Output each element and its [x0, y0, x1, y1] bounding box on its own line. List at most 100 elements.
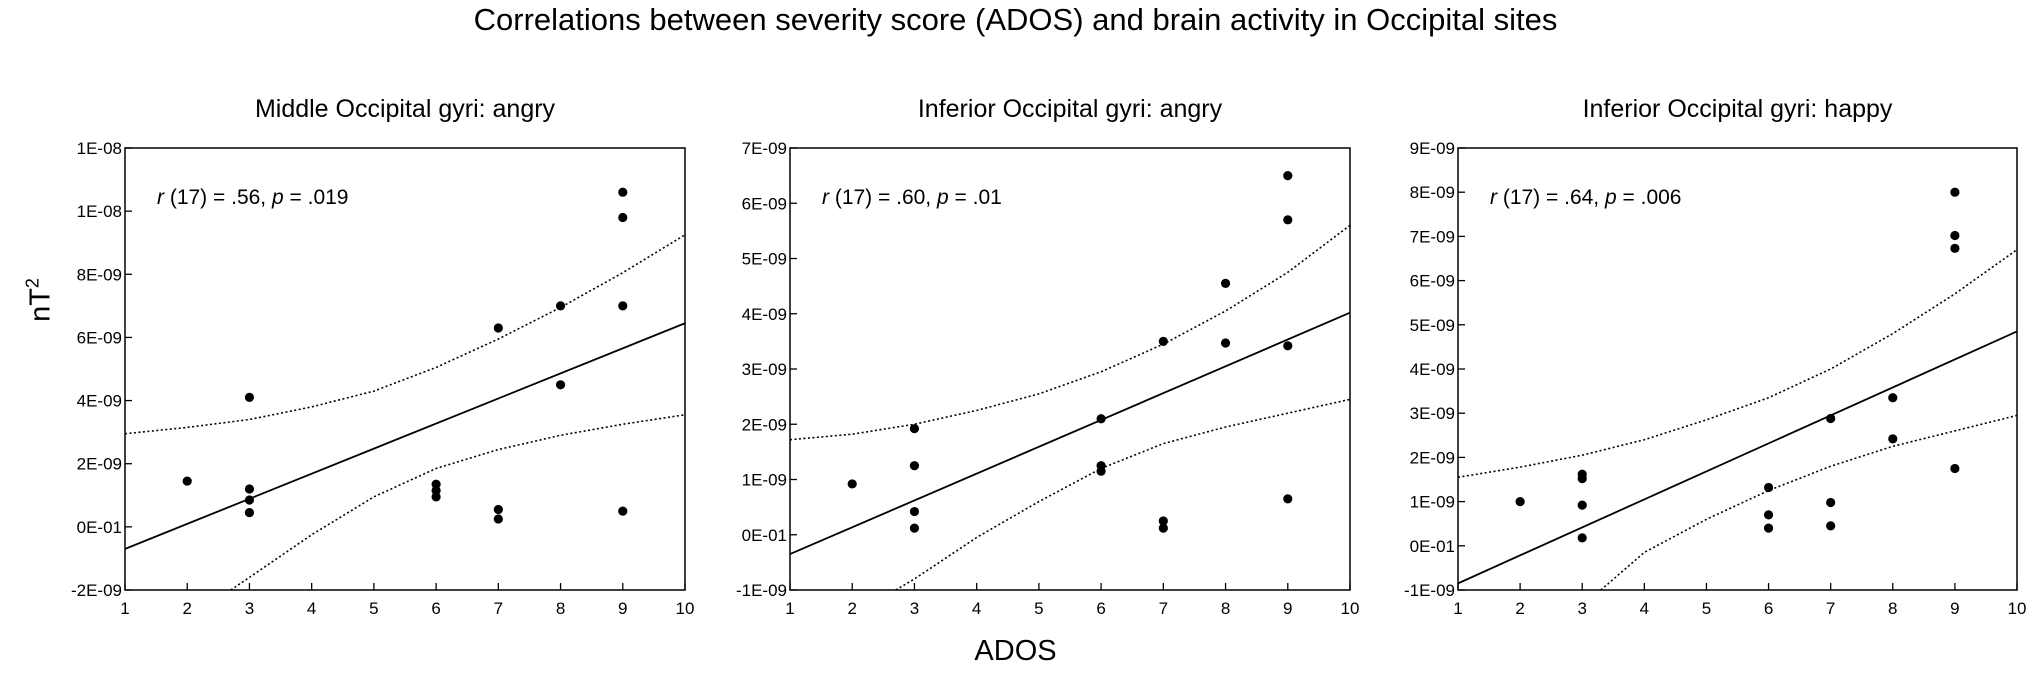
data-point — [1283, 171, 1293, 181]
x-tick-label: 6 — [1764, 599, 1773, 618]
y-tick-label: 4E-09 — [1410, 360, 1455, 379]
annotation-value: (17) = .64, — [1497, 186, 1605, 209]
x-tick-label: 5 — [369, 599, 378, 618]
x-tick-label: 1 — [785, 599, 794, 618]
data-point — [1826, 497, 1836, 508]
data-point — [1158, 523, 1168, 533]
y-tick-label: 2E-09 — [77, 455, 122, 474]
data-point — [1096, 466, 1106, 476]
y-tick-label: 4E-09 — [77, 392, 122, 411]
data-point — [1283, 341, 1293, 351]
y-tick-label: 9E-09 — [1410, 139, 1455, 158]
y-tick-label: 1E-08 — [77, 202, 122, 221]
y-tick-label: -1E-09 — [1404, 581, 1455, 600]
regression-line — [125, 322, 685, 550]
data-point — [431, 479, 441, 489]
annotation-value: = .019 — [284, 186, 349, 209]
data-point — [244, 508, 255, 518]
x-tick-label: 7 — [494, 599, 503, 618]
data-point — [1950, 463, 1960, 474]
y-tick-label: 0E-01 — [742, 526, 787, 545]
data-point — [1577, 500, 1587, 510]
y-tick-label: 8E-09 — [77, 265, 122, 284]
data-point — [618, 506, 628, 516]
data-point — [1763, 510, 1774, 520]
y-tick-label: 4E-09 — [742, 305, 787, 324]
data-point — [1158, 336, 1168, 346]
annotation-symbol: p — [271, 186, 284, 209]
regression-line — [1458, 330, 2017, 585]
y-tick-label: 3E-09 — [742, 360, 787, 379]
x-tick-label: 5 — [1702, 599, 1711, 618]
y-tick-label: 6E-09 — [742, 194, 787, 213]
y-tick-label: 5E-09 — [742, 250, 787, 269]
data-point — [555, 301, 566, 311]
data-point — [493, 514, 503, 524]
y-tick-label: 2E-09 — [1410, 448, 1455, 467]
data-point — [1096, 414, 1106, 424]
data-point — [1283, 494, 1293, 504]
x-axis-label: ADOS — [974, 635, 1057, 667]
data-point — [1220, 278, 1231, 288]
subplot-title: Inferior Occipital gyri: happy — [1583, 95, 1893, 123]
annotation-symbol: r — [1490, 186, 1498, 209]
correlation-annotation: r (17) = .64, p = .006 — [1490, 186, 1681, 209]
data-point — [1515, 497, 1525, 507]
y-tick-label: 1E-09 — [1410, 493, 1455, 512]
x-tick-label: 9 — [618, 599, 627, 618]
annotation-value: = .006 — [1617, 186, 1682, 209]
data-point — [1283, 215, 1293, 225]
y-tick-label: 5E-09 — [1410, 316, 1455, 335]
confidence-band-lower — [895, 398, 1350, 590]
y-tick-label: 7E-09 — [1410, 227, 1455, 246]
x-tick-label: 4 — [1640, 599, 1649, 618]
y-tick-label: 6E-09 — [1410, 272, 1455, 291]
data-point — [1158, 516, 1168, 526]
y-tick-label: 8E-09 — [1410, 183, 1455, 202]
data-point — [618, 212, 628, 223]
data-point — [1577, 474, 1587, 484]
x-tick-label: 6 — [1096, 599, 1105, 618]
x-tick-label: 1 — [1453, 599, 1462, 618]
data-point — [909, 461, 920, 471]
y-tick-label: 0E-01 — [77, 518, 122, 537]
confidence-band-upper — [1458, 249, 2017, 479]
data-point — [847, 479, 857, 489]
x-tick-label: 5 — [1034, 599, 1043, 618]
x-tick-label: 7 — [1826, 599, 1835, 618]
y-tick-label: -1E-09 — [736, 581, 787, 600]
x-tick-label: 3 — [245, 599, 254, 618]
data-point — [431, 485, 441, 496]
data-point — [909, 523, 920, 533]
data-point — [555, 380, 566, 390]
annotation-value: (17) = .60, — [829, 186, 937, 209]
annotation-symbol: r — [157, 186, 165, 209]
x-tick-label: 9 — [1950, 599, 1959, 618]
confidence-band-upper — [790, 224, 1350, 441]
y-tick-label: 6E-09 — [77, 328, 122, 347]
y-tick-label: 1E-09 — [742, 471, 787, 490]
data-point — [244, 484, 255, 494]
data-point — [182, 476, 192, 486]
confidence-band-lower — [230, 413, 685, 590]
chart-panel-3: Inferior Occipital gyri: happy -1E-09 0E-0… — [1404, 95, 2026, 618]
data-point — [618, 301, 628, 311]
data-point — [1826, 413, 1836, 424]
confidence-band-upper — [125, 234, 685, 435]
data-point — [1950, 243, 1960, 253]
data-point — [244, 495, 255, 505]
correlation-annotation: r (17) = .56, p = .019 — [157, 186, 348, 209]
figure-title: Correlations between severity score (ADO… — [473, 2, 1558, 37]
data-point — [1763, 482, 1774, 493]
data-point — [1763, 523, 1774, 533]
confidence-band-lower — [1600, 414, 2017, 590]
data-point — [1220, 338, 1231, 348]
plot-frame — [124, 147, 686, 591]
x-tick-label: 4 — [972, 599, 981, 618]
annotation-value: = .01 — [949, 186, 1002, 209]
data-point — [618, 187, 628, 197]
data-point — [1950, 187, 1960, 197]
y-tick-label: 1E-08 — [77, 139, 122, 158]
data-point — [1888, 434, 1898, 444]
x-tick-label: 8 — [1888, 599, 1897, 618]
